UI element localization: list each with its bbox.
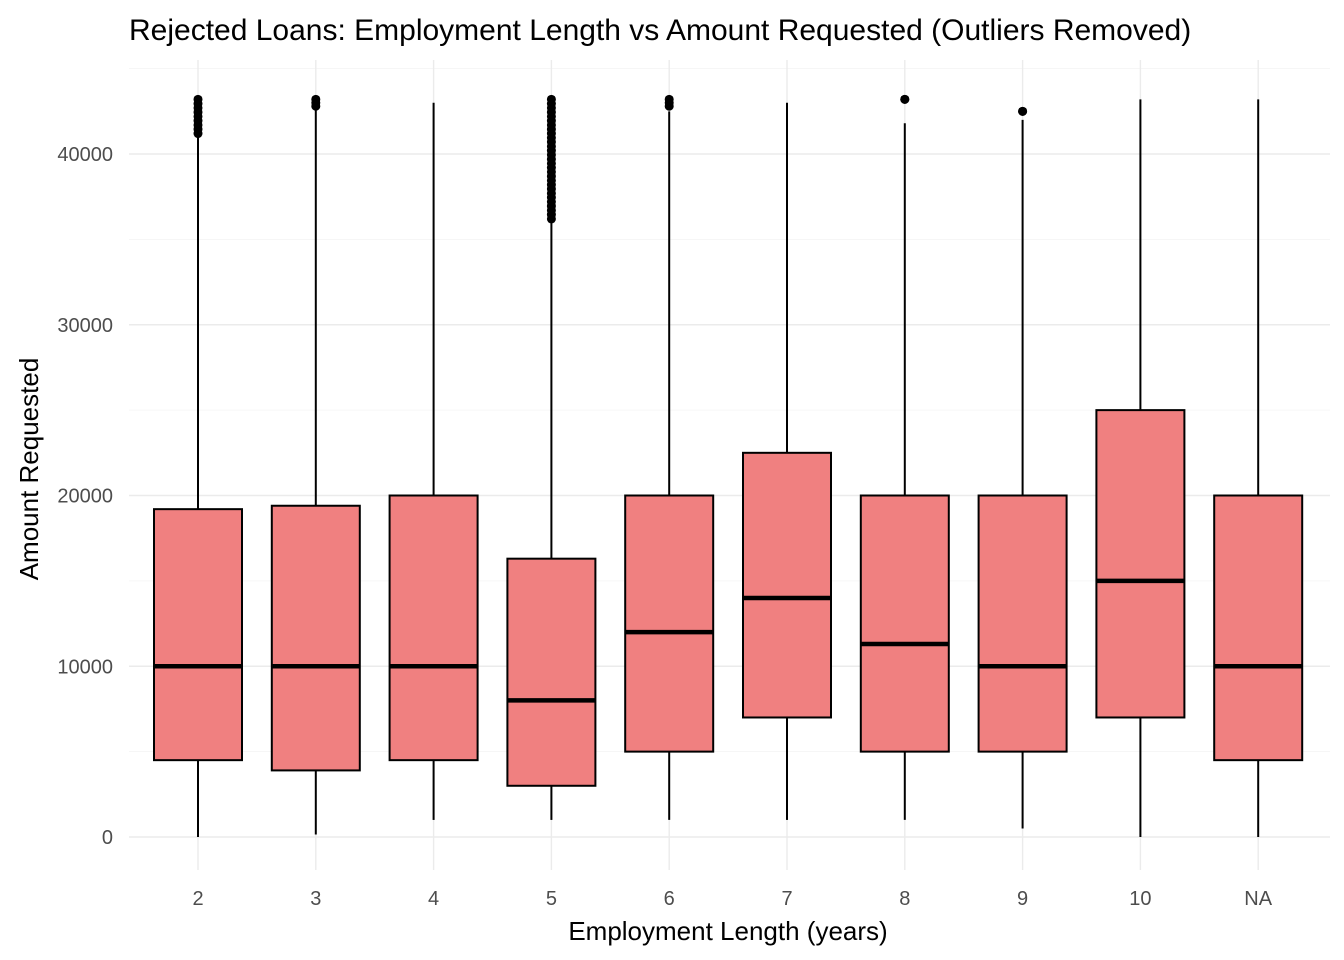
outlier-points bbox=[193, 94, 203, 139]
y-tick-label: 30000 bbox=[57, 315, 113, 337]
outlier-points bbox=[1018, 106, 1028, 116]
box-group-8 bbox=[859, 94, 950, 820]
box-group-7 bbox=[742, 102, 832, 820]
box-iqr bbox=[1213, 494, 1304, 762]
x-tick-label: 7 bbox=[781, 888, 792, 910]
outlier-point bbox=[311, 94, 321, 104]
outlier-points bbox=[900, 94, 910, 104]
box-iqr bbox=[624, 494, 715, 753]
outlier-point bbox=[193, 94, 203, 104]
box-iqr bbox=[153, 508, 243, 762]
outlier-points bbox=[546, 94, 556, 224]
box-group-9 bbox=[977, 106, 1068, 829]
box-iqr bbox=[388, 494, 479, 762]
outlier-points bbox=[664, 94, 674, 111]
outlier-points bbox=[311, 94, 321, 111]
x-tick-label: 5 bbox=[546, 888, 557, 910]
axis-ticks: 0 10000 20000 30000 40000 2 3 4 5 6 7 8 9 10 NA bbox=[57, 144, 1272, 910]
box-iqr bbox=[859, 494, 950, 753]
x-tick-label: 10 bbox=[1129, 888, 1151, 910]
box-iqr bbox=[506, 557, 597, 787]
x-axis-title: Employment Length (years) bbox=[568, 916, 887, 946]
box-iqr bbox=[1095, 409, 1186, 719]
x-tick-label: 3 bbox=[310, 888, 321, 910]
box-group-NA bbox=[1213, 99, 1304, 837]
y-axis-title: Amount Requested bbox=[14, 358, 44, 581]
box-group-2 bbox=[153, 94, 243, 837]
x-tick-label: 9 bbox=[1017, 888, 1028, 910]
outlier-point bbox=[1018, 106, 1028, 116]
x-tick-label: 2 bbox=[192, 888, 203, 910]
y-tick-label: 0 bbox=[102, 827, 113, 849]
box-iqr bbox=[977, 494, 1068, 753]
box-group-3 bbox=[270, 94, 361, 835]
x-tick-label: 8 bbox=[899, 888, 910, 910]
box-group-6 bbox=[624, 94, 715, 820]
y-tick-label: 40000 bbox=[57, 144, 113, 166]
box-iqr bbox=[742, 451, 832, 719]
y-tick-label: 20000 bbox=[57, 486, 113, 508]
x-tick-label: NA bbox=[1244, 888, 1272, 910]
x-tick-label: 6 bbox=[664, 888, 675, 910]
outlier-point bbox=[546, 94, 556, 104]
box-group-5 bbox=[506, 94, 597, 820]
chart-title: Rejected Loans: Employment Length vs Amo… bbox=[129, 14, 1191, 47]
y-tick-label: 10000 bbox=[57, 656, 113, 678]
box-group-10 bbox=[1095, 99, 1186, 837]
outlier-point bbox=[900, 94, 910, 104]
outlier-point bbox=[664, 94, 674, 104]
x-tick-label: 4 bbox=[428, 888, 439, 910]
box-iqr bbox=[270, 504, 361, 772]
box-group-4 bbox=[388, 102, 479, 820]
box-series bbox=[153, 94, 1304, 837]
